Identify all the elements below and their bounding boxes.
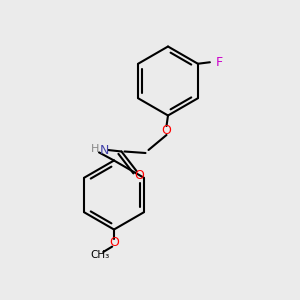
Text: O: O — [135, 169, 144, 182]
Text: CH₃: CH₃ — [90, 250, 109, 260]
Text: O: O — [162, 124, 171, 137]
Text: N: N — [99, 143, 109, 157]
Text: O: O — [109, 236, 119, 250]
Text: F: F — [216, 56, 223, 69]
Text: H: H — [91, 144, 99, 154]
